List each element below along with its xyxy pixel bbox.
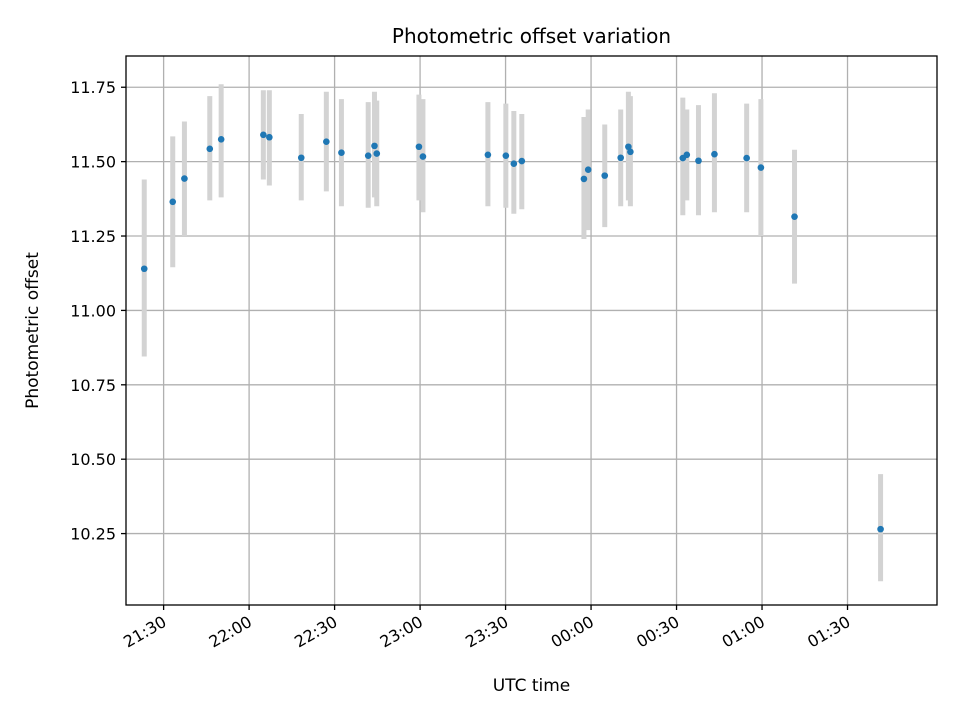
data-point — [625, 143, 632, 151]
data-point — [338, 149, 345, 157]
data-point — [711, 150, 718, 158]
data-point — [260, 131, 267, 139]
data-point — [757, 164, 765, 171]
y-tick-label: 11.00 — [70, 301, 116, 320]
data-point — [484, 151, 492, 159]
y-tick-label: 11.50 — [70, 153, 116, 172]
data-point — [617, 154, 624, 162]
data-point — [601, 172, 609, 179]
data-points — [140, 131, 884, 533]
data-point — [791, 213, 798, 220]
data-point — [181, 175, 188, 182]
y-tick-label: 10.75 — [70, 376, 116, 395]
data-point — [266, 133, 273, 141]
y-tick-label: 10.50 — [70, 450, 116, 469]
data-point — [510, 160, 518, 168]
x-axis-title: UTC time — [493, 676, 571, 696]
y-tick-label: 11.25 — [70, 227, 116, 246]
chart-title: Photometric offset variation — [392, 24, 671, 48]
data-point — [364, 152, 372, 159]
data-point — [877, 525, 884, 533]
data-point — [584, 166, 592, 173]
data-point — [217, 136, 225, 143]
data-point — [169, 198, 177, 206]
data-point — [415, 143, 423, 151]
y-tick-label: 11.75 — [70, 78, 116, 97]
data-point — [627, 148, 634, 156]
data-point — [683, 151, 691, 159]
data-point — [743, 154, 750, 162]
y-axis-ticks: 10.25 10.50 10.75 11.00 11.25 11.50 11.75 — [70, 78, 126, 544]
data-point — [323, 138, 330, 145]
plot-frame — [125, 55, 938, 606]
data-point — [140, 265, 148, 273]
data-point — [695, 157, 702, 165]
y-tick-label: 10.25 — [70, 525, 116, 544]
data-point — [371, 142, 378, 150]
data-point — [502, 152, 510, 159]
data-point — [297, 154, 305, 162]
y-axis-title: Photometric offset — [23, 252, 43, 409]
data-point — [373, 150, 381, 157]
data-point — [518, 157, 526, 165]
data-point — [580, 175, 588, 183]
data-point — [206, 145, 214, 153]
data-point — [419, 153, 427, 160]
